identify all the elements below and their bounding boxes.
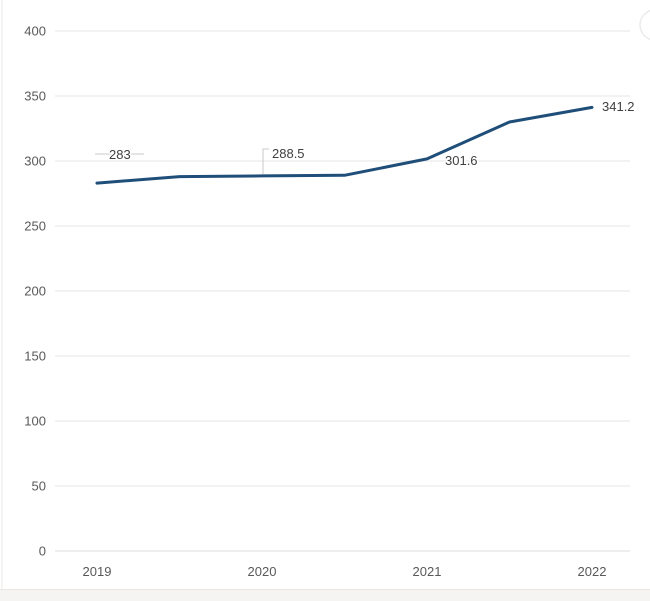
data-labels: 283 288.5 301.6 341.2 <box>108 98 637 170</box>
x-tick-label: 2022 <box>578 564 607 579</box>
data-label-2019: 283 <box>109 147 131 162</box>
y-tick-label: 150 <box>24 349 46 364</box>
x-tick-label: 2020 <box>248 564 277 579</box>
y-tick-label: 50 <box>32 479 46 494</box>
gridlines <box>55 30 630 552</box>
bottom-strip <box>0 590 650 601</box>
x-axis: 2019 2020 2021 2022 <box>83 564 607 579</box>
x-tick-label: 2019 <box>83 564 112 579</box>
y-tick-label: 200 <box>24 284 46 299</box>
data-label-2020: 288.5 <box>272 146 305 161</box>
data-label-2022: 341.2 <box>602 99 635 114</box>
y-tick-label: 100 <box>24 414 46 429</box>
data-label-leaders <box>95 148 269 174</box>
y-tick-label: 0 <box>39 544 46 559</box>
series-line <box>95 105 594 185</box>
data-label-2021: 301.6 <box>445 153 478 168</box>
y-tick-label: 400 <box>24 24 46 39</box>
y-tick-label: 350 <box>24 89 46 104</box>
y-tick-label: 300 <box>24 154 46 169</box>
x-tick-label: 2021 <box>413 564 442 579</box>
scroll-button-partial[interactable] <box>639 10 650 40</box>
y-tick-label: 250 <box>24 219 46 234</box>
y-axis: 400 350 300 250 200 150 100 50 0 <box>24 24 46 559</box>
leader-line-288.5 <box>262 148 269 174</box>
